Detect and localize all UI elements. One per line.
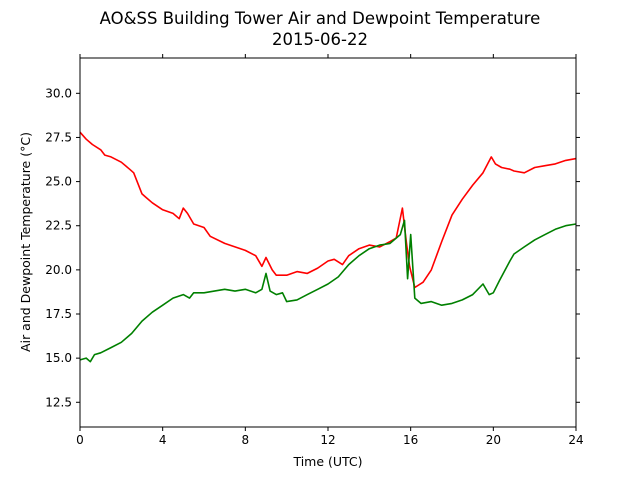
y-tick-label: 27.5 [45, 130, 72, 144]
y-tick-label: 22.5 [45, 219, 72, 233]
y-tick-label: 17.5 [45, 307, 72, 321]
plot-area-frame [79, 57, 577, 428]
y-tick-label: 30.0 [45, 86, 72, 100]
x-tick-label: 8 [242, 433, 250, 447]
y-tick-label: 15.0 [45, 351, 72, 365]
x-tick-label: 12 [320, 433, 335, 447]
series-line-2 [79, 219, 577, 363]
x-tick-label: 24 [568, 433, 583, 447]
x-axis-label: Time (UTC) [292, 454, 362, 469]
tick-layer: 0 4 8 12 16 20 24 12.5 15.0 17.5 20.0 22.5 25.0 27.5 3… [45, 54, 584, 447]
series-layer [79, 131, 577, 363]
chart-subtitle: 2015-06-22 [272, 30, 368, 49]
x-tick-label: 16 [403, 433, 418, 447]
y-axis-label: Air and Dewpoint Temperature (°C) [18, 132, 33, 352]
x-tick-label: 0 [76, 433, 84, 447]
y-tick-label: 20.0 [45, 263, 72, 277]
chart-title: AO&SS Building Tower Air and Dewpoint Te… [100, 9, 541, 28]
series-line-1 [79, 131, 577, 289]
y-tick-label: 12.5 [45, 395, 72, 409]
y-tick-label: 25.0 [45, 175, 72, 189]
x-tick-label: 20 [486, 433, 501, 447]
x-tick-label: 4 [159, 433, 167, 447]
